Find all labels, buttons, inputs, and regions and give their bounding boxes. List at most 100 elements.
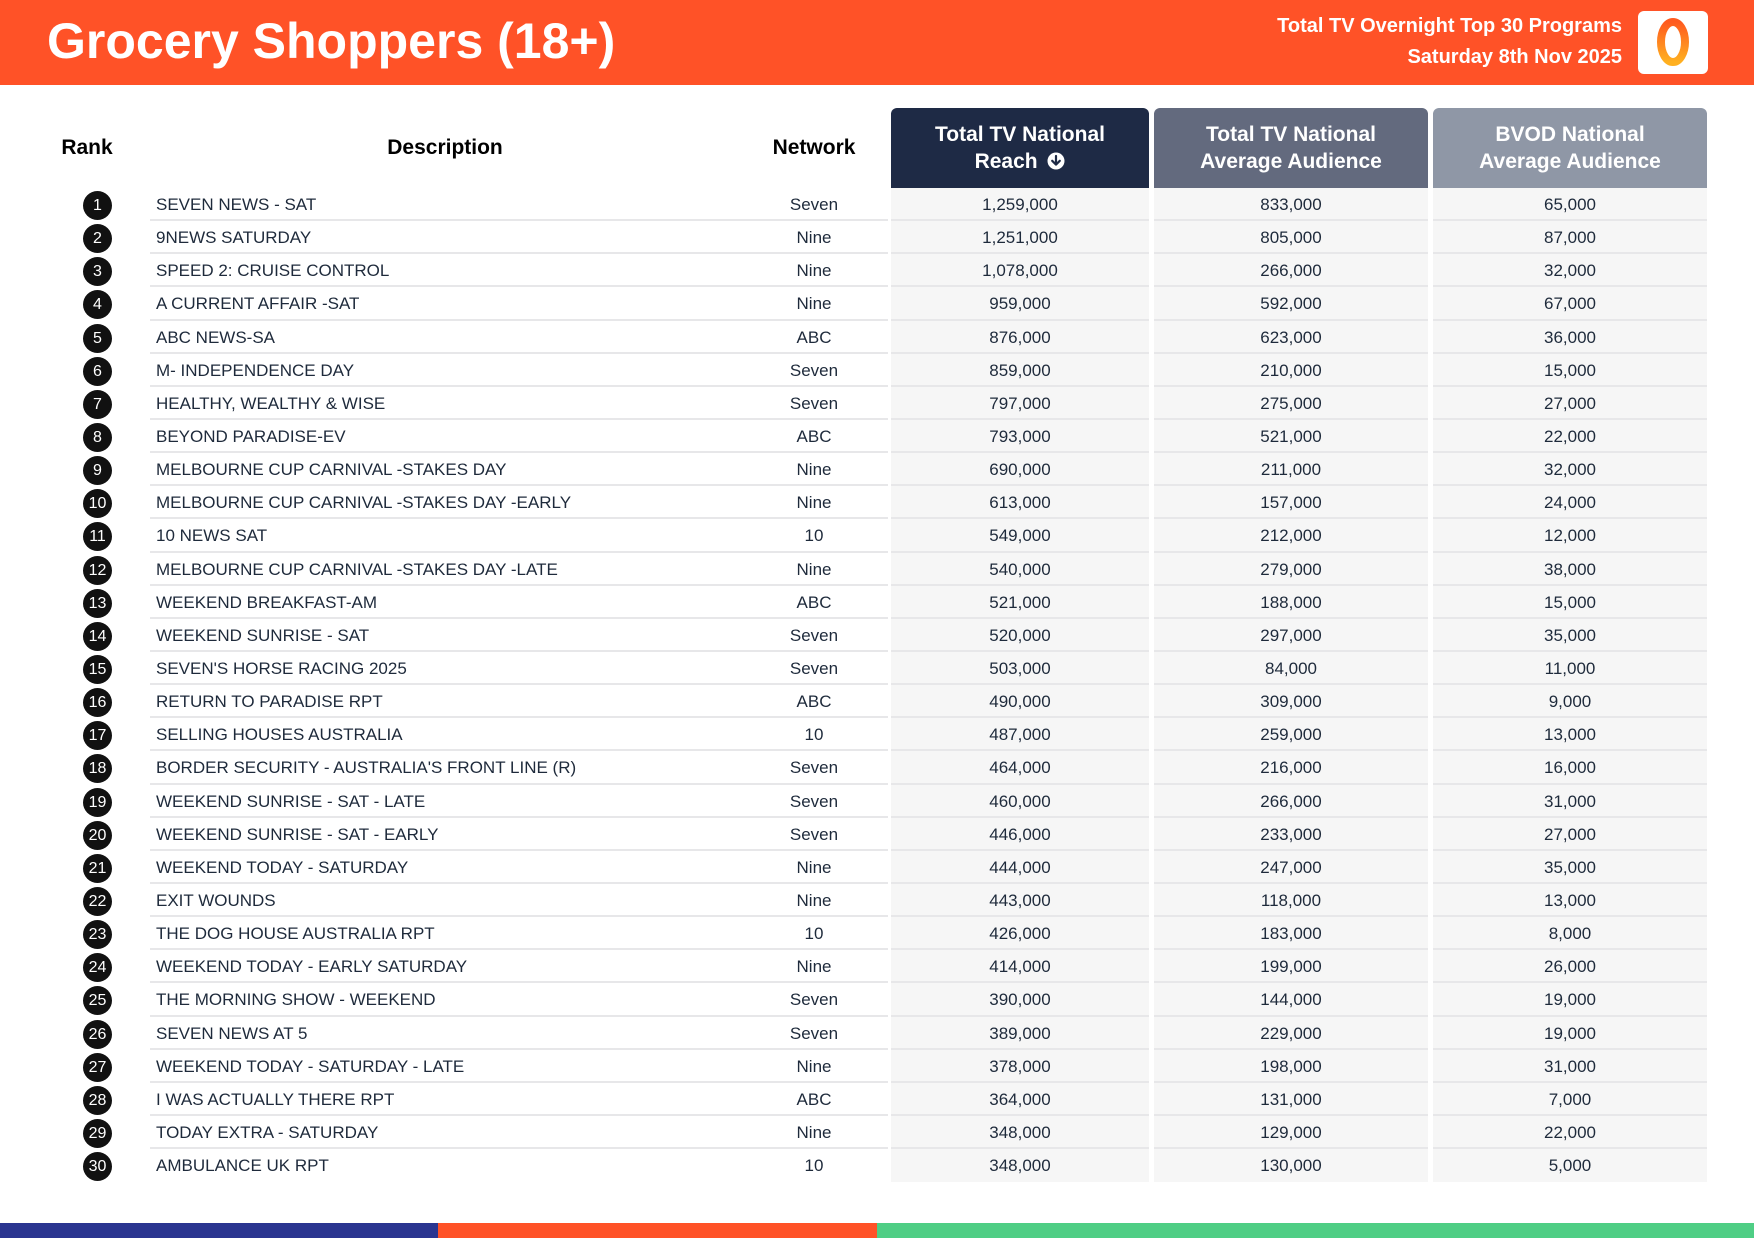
reach-value: 443,000 [989,890,1051,910]
row-divider [150,285,740,288]
average-audience-value: 183,000 [1260,924,1322,944]
row-divider [1433,517,1707,520]
average-audience-value: 157,000 [1260,493,1322,513]
row-divider [1433,252,1707,255]
reach-value: 378,000 [989,1056,1051,1076]
network-name: Nine [796,294,832,314]
bvod-average-audience-value: 27,000 [1544,824,1596,844]
footer-bar-blue [0,1223,438,1238]
row-divider [150,782,740,785]
row-divider [891,716,1149,719]
reach-value: 1,078,000 [982,261,1058,281]
row-divider [1154,881,1428,884]
rank-badge: 30 [83,1152,112,1182]
table-row: 20 WEEKEND SUNRISE - SAT - EARLY Seven 446,… [0,818,1754,851]
row-divider [1433,219,1707,222]
row-divider [1154,915,1428,918]
program-description: WEEKEND SUNRISE - SAT - EARLY [156,824,439,844]
row-divider [1433,915,1707,918]
column-header-avg-line1: Total TV National [1206,123,1376,146]
row-divider [150,1047,740,1050]
table-row: 2 9NEWS SATURDAY Nine 1,251,000 805,000 87,00… [0,221,1754,255]
row-divider [150,1080,740,1083]
network-name: Seven [789,990,839,1010]
row-divider [891,219,1149,222]
row-divider [891,318,1149,321]
program-description: TODAY EXTRA - SATURDAY [156,1122,379,1142]
row-divider [1433,484,1707,487]
column-header-bvod-average-audience[interactable]: BVOD National Average Audience [1433,108,1707,188]
average-audience-value: 129,000 [1260,1122,1322,1142]
rank-badge: 14 [83,621,112,651]
row-divider [891,848,1149,851]
row-divider [1154,484,1428,487]
column-header-average-audience[interactable]: Total TV National Average Audience [1154,108,1428,188]
row-divider [150,815,740,818]
reach-value: 490,000 [989,692,1051,712]
average-audience-value: 521,000 [1260,426,1322,446]
table-row: 4 A CURRENT AFFAIR -SAT Nine 959,000 592,000… [0,287,1754,321]
row-divider [740,716,888,719]
average-audience-value: 144,000 [1260,990,1322,1010]
bvod-average-audience-value: 87,000 [1544,228,1596,248]
row-divider [740,252,888,255]
reach-value: 876,000 [989,327,1051,347]
row-divider [1154,318,1428,321]
row-divider [891,749,1149,752]
row-divider [150,915,740,918]
row-divider [150,716,740,719]
network-name: Seven [789,824,839,844]
program-description: SELLING HOUSES AUSTRALIA [156,725,403,745]
reach-value: 503,000 [989,658,1051,678]
average-audience-value: 833,000 [1260,195,1322,214]
row-divider [1154,683,1428,686]
program-description: 10 NEWS SAT [156,526,268,546]
network-name: Nine [796,460,832,480]
row-divider [740,1147,888,1150]
column-header-reach[interactable]: Total TV National Reach [891,108,1149,188]
row-divider [891,1113,1149,1116]
bvod-average-audience-value: 5,000 [1548,1156,1592,1176]
report-subtitle: Total TV Overnight Top 30 Programs Satur… [1062,11,1622,73]
network-name: Seven [789,1023,839,1043]
average-audience-value: 131,000 [1260,1089,1322,1109]
row-divider [150,219,740,222]
bvod-average-audience-value: 15,000 [1544,592,1596,612]
row-divider [1154,1080,1428,1083]
program-description: RETURN TO PARADISE RPT [156,692,383,712]
row-divider [891,948,1149,951]
row-divider [1433,285,1707,288]
network-name: Seven [789,791,839,811]
row-divider [891,351,1149,354]
network-name: Nine [796,957,832,977]
table-row: 23 THE DOG HOUSE AUSTRALIA RPT 10 426,000 18… [0,917,1754,951]
page-header: Grocery Shoppers (18+) Total TV Overnigh… [0,0,1754,85]
bvod-average-audience-value: 67,000 [1544,294,1596,314]
program-description: A CURRENT AFFAIR -SAT [156,294,360,314]
table-row: 15 SEVEN'S HORSE RACING 2025 Seven 503,000 8… [0,652,1754,686]
row-divider [1433,1147,1707,1150]
row-divider [740,318,888,321]
table-row: 3 SPEED 2: CRUISE CONTROL Nine 1,078,000 266… [0,254,1754,288]
program-description: HEALTHY, WEALTHY & WISE [156,393,386,413]
rank-badge: 12 [83,555,112,585]
report-type: Total TV Overnight Top 30 Programs [1277,15,1622,37]
row-divider [740,948,888,951]
row-divider [150,683,740,686]
row-divider [1154,219,1428,222]
row-divider [1433,815,1707,818]
rank-badge: 23 [83,920,112,950]
rank-badge: 19 [83,787,112,817]
table-row: 18 BORDER SECURITY - AUSTRALIA'S FRONT LI… [0,751,1754,785]
rank-badge: 2 [83,224,112,254]
average-audience-value: 210,000 [1260,360,1322,380]
average-audience-value: 199,000 [1260,957,1322,977]
table-row: 24 WEEKEND TODAY - EARLY SATURDAY Nine 414,… [0,950,1754,984]
reach-value: 690,000 [989,460,1051,480]
rank-badge: 5 [83,323,112,353]
row-divider [150,318,740,321]
table-row: 12 MELBOURNE CUP CARNIVAL -STAKES DAY -LA… [0,553,1754,586]
table-row: 7 HEALTHY, WEALTHY & WISE Seven 797,000 275,… [0,387,1754,420]
row-divider [891,550,1149,553]
row-divider [1154,417,1428,420]
